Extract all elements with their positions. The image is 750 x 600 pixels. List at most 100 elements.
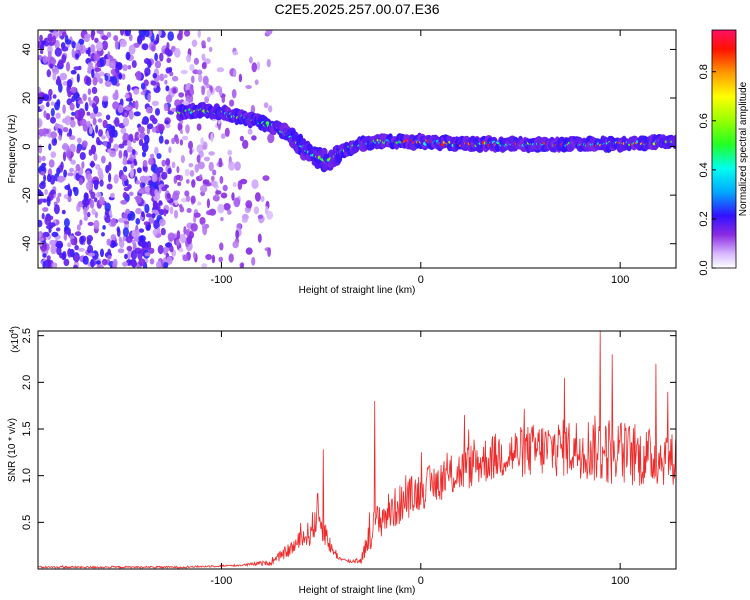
noise-speckle — [178, 204, 183, 209]
noise-speckle — [175, 174, 181, 181]
snr-y-tick-label: 0.5 — [21, 515, 33, 530]
noise-speckle — [238, 73, 243, 83]
noise-speckle — [224, 127, 230, 137]
noise-speckle — [262, 175, 270, 182]
noise-speckle — [144, 134, 150, 145]
noise-speckle — [232, 51, 239, 56]
noise-speckle — [92, 76, 98, 86]
noise-speckle — [87, 252, 96, 257]
noise-speckle — [136, 167, 142, 174]
noise-speckle — [44, 215, 52, 226]
noise-speckle — [163, 262, 169, 268]
noise-speckle — [180, 129, 183, 135]
noise-speckle — [135, 194, 142, 204]
colorbar-ticks: 0.0 0.2 0.4 0.6 0.8 — [698, 64, 716, 276]
noise-speckle — [137, 189, 144, 194]
noise-speckle — [128, 191, 134, 196]
noise-speckle — [113, 35, 119, 42]
noise-speckle — [129, 168, 134, 178]
noise-speckle — [150, 80, 157, 86]
noise-speckle — [177, 181, 182, 187]
noise-speckle — [257, 214, 263, 219]
noise-speckle — [206, 36, 211, 43]
noise-speckle — [165, 94, 173, 104]
noise-speckle — [199, 174, 203, 180]
noise-speckle — [211, 180, 218, 188]
noise-speckle — [131, 60, 137, 69]
noise-speckle — [197, 30, 201, 38]
noise-speckle — [40, 171, 46, 176]
noise-speckle — [126, 146, 134, 153]
noise-speckle — [128, 110, 134, 120]
noise-speckle — [92, 117, 97, 126]
noise-speckle — [38, 128, 45, 137]
noise-speckle — [169, 71, 174, 77]
noise-speckle — [102, 95, 109, 102]
noise-speckle — [61, 209, 66, 215]
noise-speckle — [260, 195, 265, 203]
noise-speckle — [96, 264, 104, 268]
spectrogram-y-tick-label: 20 — [21, 92, 33, 104]
noise-speckle — [108, 172, 112, 183]
noise-speckle — [77, 65, 82, 71]
noise-speckle — [168, 146, 172, 154]
noise-speckle — [101, 232, 105, 237]
noise-speckle — [172, 87, 177, 94]
noise-speckle — [190, 223, 198, 232]
noise-speckle — [194, 163, 200, 173]
noise-speckle — [95, 41, 103, 52]
noise-speckle — [152, 228, 158, 236]
noise-speckle — [89, 126, 93, 135]
noise-speckle — [109, 136, 113, 143]
noise-speckle — [61, 46, 69, 52]
spectrogram-x-axis-title: Height of straight line (km) — [299, 285, 416, 296]
noise-speckle — [89, 112, 96, 120]
noise-speckle — [50, 189, 56, 195]
noise-speckle — [112, 101, 120, 110]
noise-speckle — [121, 73, 126, 80]
noise-speckle — [38, 144, 43, 154]
noise-speckle — [101, 35, 109, 41]
noise-speckle — [219, 175, 224, 184]
noise-speckle — [57, 192, 62, 197]
noise-speckle — [92, 179, 100, 186]
snr-x-tick-label: 100 — [611, 575, 629, 587]
noise-speckle — [232, 240, 239, 249]
noise-speckle — [166, 193, 171, 199]
noise-speckle — [46, 255, 51, 261]
noise-speckle — [152, 200, 158, 208]
noise-speckle — [50, 244, 57, 255]
noise-speckle — [78, 177, 84, 186]
colorbar-tick-label: 0.6 — [698, 113, 710, 128]
noise-speckle — [127, 213, 132, 222]
noise-speckle — [83, 36, 90, 43]
noise-speckle — [47, 33, 54, 42]
noise-speckle — [65, 61, 71, 72]
noise-speckle — [171, 75, 179, 82]
noise-speckle — [74, 253, 79, 263]
noise-speckle — [163, 102, 169, 112]
spectrogram-y-tick-label: -40 — [21, 236, 33, 252]
noise-speckle — [71, 41, 76, 49]
noise-speckle — [200, 137, 204, 145]
noise-speckle — [48, 143, 52, 151]
noise-speckle — [141, 151, 147, 158]
noise-speckle — [87, 88, 92, 95]
noise-speckle — [183, 226, 187, 235]
noise-speckle — [219, 242, 224, 251]
noise-speckle — [83, 206, 88, 217]
noise-speckle — [152, 72, 158, 79]
noise-speckle — [104, 80, 112, 87]
noise-speckle — [143, 221, 150, 226]
noise-speckle — [184, 30, 191, 37]
noise-speckle — [156, 153, 162, 159]
noise-speckle — [161, 171, 168, 180]
noise-speckle — [160, 186, 168, 192]
noise-speckle — [212, 169, 217, 176]
noise-speckle — [110, 217, 117, 227]
noise-speckle — [164, 139, 170, 145]
noise-speckle — [190, 195, 196, 204]
noise-speckle — [126, 84, 131, 92]
noise-speckle — [151, 209, 159, 214]
noise-speckle — [119, 39, 127, 48]
